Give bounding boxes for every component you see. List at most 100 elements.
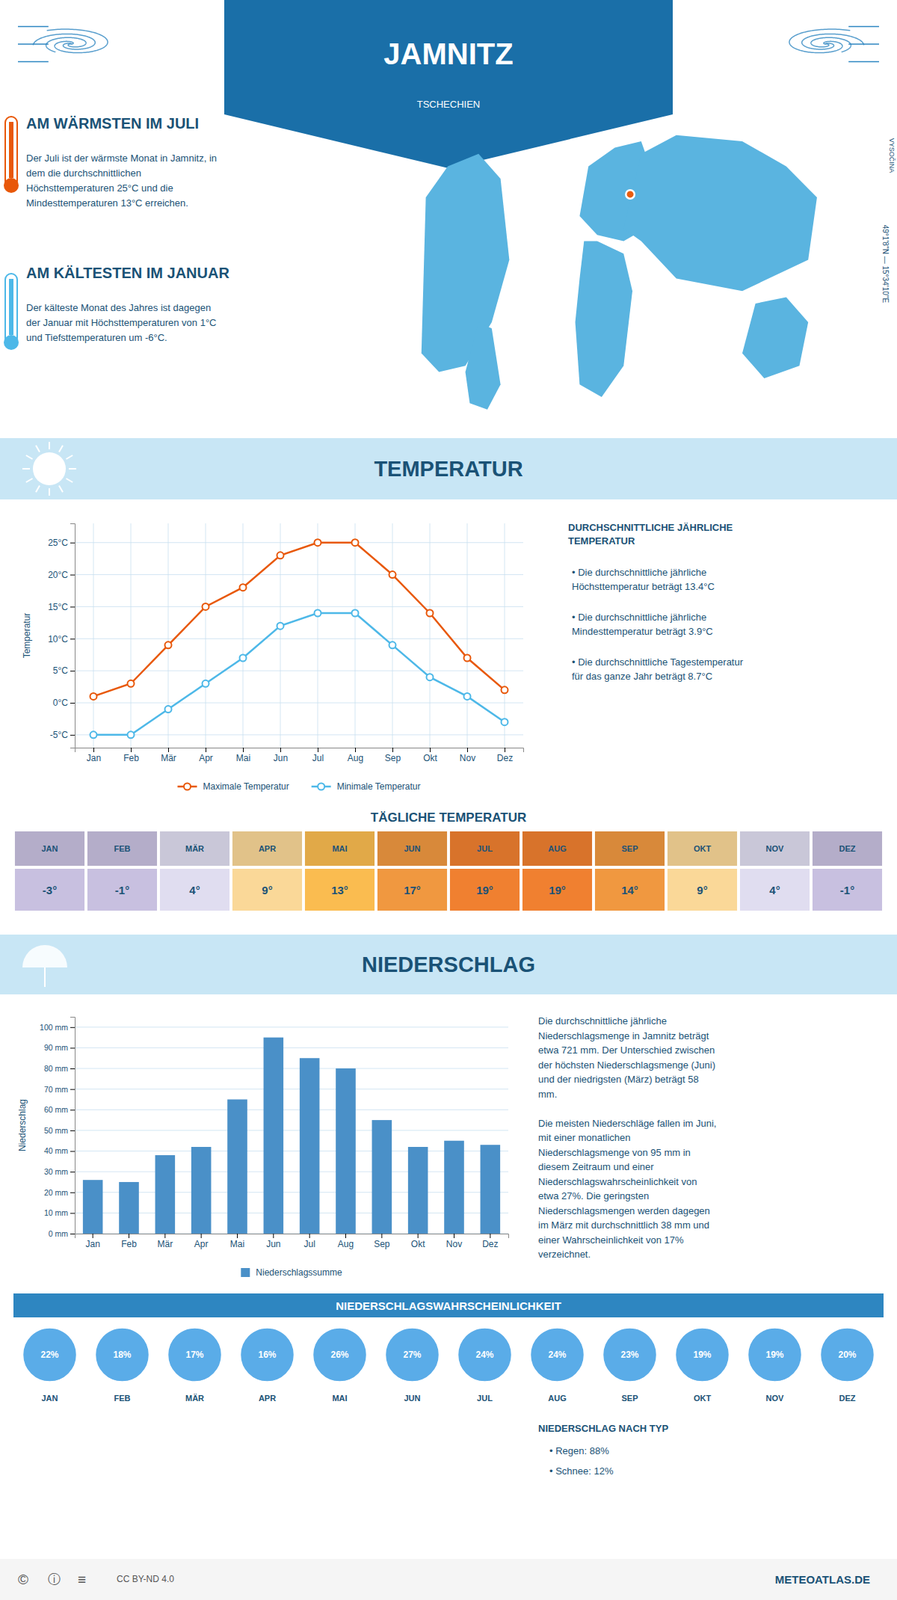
tick-mark [70, 542, 75, 544]
text-line: OKT [693, 1393, 712, 1403]
tick: 20 mm [44, 1187, 75, 1197]
tick: Okt [423, 747, 438, 764]
text-line: diesem Zeitraum und einer [538, 1160, 655, 1173]
point [426, 673, 434, 681]
data-label: 27% [402, 1349, 421, 1360]
tick: 5°C [53, 665, 75, 676]
tick-mark [70, 1151, 75, 1152]
category-label: MÄR [185, 1393, 205, 1403]
axis-line [70, 1017, 76, 1235]
text-line: VYSOČINA [888, 138, 896, 174]
tick: Sep [384, 747, 402, 764]
point [352, 609, 359, 617]
data-label: 19° [548, 883, 566, 897]
bar [372, 1119, 393, 1234]
text-line: Der kälteste Monat des Jahres ist dagege… [26, 301, 211, 314]
tick: Mai [230, 1233, 245, 1250]
data-label: 14° [621, 883, 639, 897]
text-line: ⓘ [47, 1571, 61, 1587]
type-title: NIEDERSCHLAG NACH TYP [538, 1422, 669, 1434]
data-label: 19° [476, 883, 494, 897]
grid-line [74, 1171, 509, 1173]
text-line: 16% [257, 1349, 276, 1360]
page: JAMNITZTSCHECHIENAM WÄRMSTEN IM JULIDer … [0, 0, 897, 1600]
text-line: APR [258, 843, 276, 853]
sun-ray [26, 455, 33, 459]
banner [224, 0, 673, 169]
series-line [93, 612, 505, 735]
cell-category: DEZ [839, 843, 856, 853]
text-line: JUL [476, 1393, 493, 1403]
tick-label: Jun [266, 1238, 281, 1250]
text-line: und der niedrigsten (März) beträgt 58 [538, 1073, 699, 1085]
tick-mark [70, 702, 75, 704]
tick-mark [205, 747, 207, 752]
category-label: OKT [693, 1393, 712, 1403]
tick: 0°C [53, 697, 75, 708]
category-label: MAI [331, 1393, 347, 1403]
tick-mark [417, 1233, 419, 1238]
tick-mark [93, 747, 95, 752]
tick-mark [70, 1192, 75, 1194]
dot [95, 1327, 150, 1382]
thermometer-fill [8, 121, 14, 178]
tick-label: Jan [85, 1238, 100, 1250]
bar [118, 1181, 140, 1234]
category-label: JUL [476, 1393, 493, 1403]
tick-mark [168, 747, 169, 752]
section-band [0, 438, 897, 500]
text-line: 22% [40, 1349, 59, 1360]
data-label: 17% [185, 1349, 204, 1360]
section-band [0, 934, 897, 995]
tick-mark [128, 1233, 130, 1238]
text-line: verzeichnet. [538, 1248, 591, 1260]
text-line: • Regen: 88% [549, 1444, 610, 1457]
dot [313, 1327, 368, 1382]
swirl-line [848, 26, 880, 28]
tick-label: 25°C [47, 537, 69, 548]
text-line: SEP [621, 1393, 638, 1403]
tick: Jun [266, 1233, 281, 1250]
cell [595, 868, 665, 911]
thermometer [5, 116, 18, 187]
text-line: NOV [766, 1393, 785, 1403]
text-line: AM KÄLTESTEN IM JANUAR [26, 264, 230, 282]
y-axis-title: Temperatur [21, 612, 33, 659]
info-text: Der Juli ist der wärmste Monat in Jamnit… [26, 152, 217, 209]
point [127, 680, 135, 687]
header-cell [304, 831, 375, 866]
header-cell [522, 831, 593, 866]
point [202, 603, 210, 610]
text-line: 9° [696, 883, 708, 897]
text-line: TEMPERATUR [373, 456, 523, 481]
tick-mark [70, 734, 75, 736]
sun-ray [35, 485, 40, 493]
tick: 100 mm [39, 1022, 75, 1032]
cell [232, 868, 302, 911]
data-label: -1° [840, 883, 855, 897]
tick: 60 mm [44, 1104, 75, 1114]
grid-line [242, 523, 244, 748]
text-line: Der Juli ist der wärmste Monat in Jamnit… [26, 152, 217, 164]
continent [742, 297, 809, 379]
dot [385, 1327, 440, 1382]
text-line: TÄGLICHE TEMPERATUR [370, 810, 527, 825]
text-line: JAN [41, 843, 58, 853]
bar [155, 1154, 176, 1234]
grid-line [74, 1109, 509, 1111]
chart-title: NIEDERSCHLAGSWAHRSCHEINLICHKEIT [335, 1299, 562, 1312]
tick-mark [236, 1233, 238, 1238]
tick-label: Dez [482, 1238, 498, 1250]
x-axis: JanFebMärAprMaiJunJulAugSepOktNovDez [75, 1233, 510, 1250]
tick: Nov [446, 1233, 462, 1250]
tick: Jul [312, 747, 324, 764]
thermometer-bulb [3, 334, 19, 350]
tick-label: Aug [347, 752, 364, 764]
info-text: Der kälteste Monat des Jahres ist dagege… [26, 301, 217, 344]
tick: Aug [337, 1233, 354, 1250]
tick-label: Apr [198, 752, 214, 764]
tick-label: 15°C [47, 601, 69, 613]
tick: Feb [123, 747, 140, 764]
point [277, 622, 285, 630]
tick-mark [489, 1233, 491, 1238]
